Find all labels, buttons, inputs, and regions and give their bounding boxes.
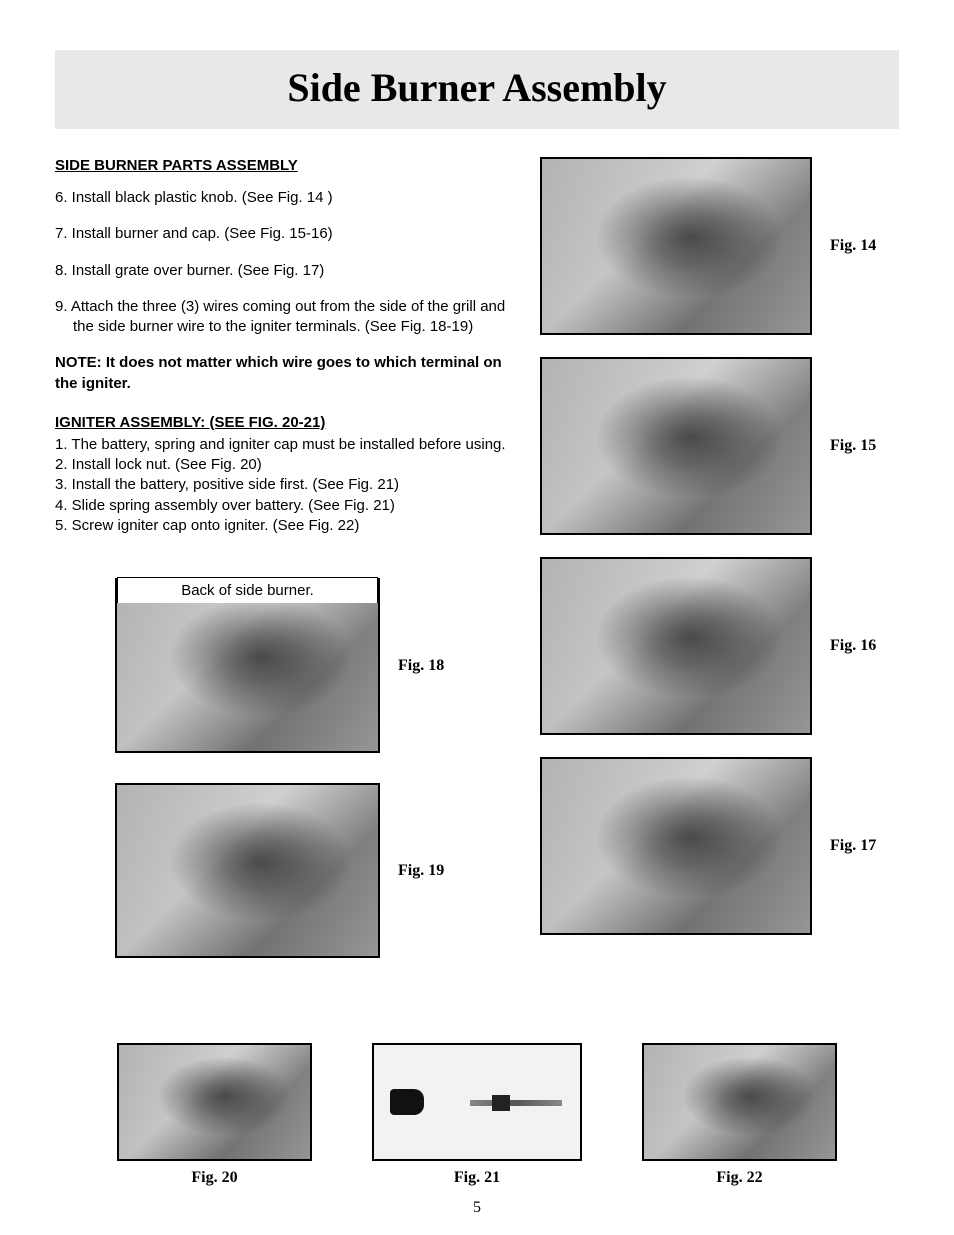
- figure-18-wrap: Back of side burner.: [115, 578, 380, 753]
- igniter-knurl-icon: [492, 1095, 510, 1111]
- igniter-rod-icon: [470, 1100, 562, 1106]
- step-7: 7. Install burner and cap. (See Fig. 15-…: [55, 224, 510, 244]
- figure-17-label: Fig. 17: [830, 837, 876, 855]
- igniter-step-4: 4. Slide spring assembly over battery. (…: [55, 496, 510, 516]
- figure-19-image: [115, 783, 380, 958]
- content-columns: SIDE BURNER PARTS ASSEMBLY 6. Install bl…: [55, 157, 899, 958]
- section-heading-igniter: IGNITER ASSEMBLY: (SEE FIG. 20-21): [55, 414, 510, 431]
- figure-14-row: Fig. 14: [540, 157, 899, 335]
- figure-17-image: [540, 757, 812, 935]
- figure-18-annotation: Back of side burner.: [117, 577, 378, 603]
- right-column: Fig. 14 Fig. 15 Fig. 16 Fig. 17: [540, 157, 899, 958]
- figure-22-image: [642, 1043, 837, 1161]
- note-text: NOTE: It does not matter which wire goes…: [55, 353, 510, 394]
- figure-18-row: Back of side burner. Fig. 18: [115, 578, 510, 753]
- left-figures: Back of side burner. Fig. 18 Fig. 19: [55, 578, 510, 958]
- figure-15-row: Fig. 15: [540, 357, 899, 535]
- figure-21-image: [372, 1043, 582, 1161]
- figure-19-row: Fig. 19: [115, 783, 510, 958]
- igniter-cap-icon: [390, 1089, 424, 1115]
- figure-18-image: [115, 578, 380, 753]
- figure-22: Fig. 22: [642, 1043, 837, 1187]
- figure-20-label: Fig. 20: [191, 1169, 237, 1187]
- figure-22-label: Fig. 22: [716, 1169, 762, 1187]
- igniter-step-2: 2. Install lock nut. (See Fig. 20): [55, 455, 510, 475]
- figure-16-label: Fig. 16: [830, 637, 876, 655]
- figure-15-image: [540, 357, 812, 535]
- bottom-figure-row: Fig. 20 Fig. 21 Fig. 22: [0, 1043, 954, 1187]
- figure-20: Fig. 20: [117, 1043, 312, 1187]
- figure-18-label: Fig. 18: [398, 657, 444, 675]
- step-8: 8. Install grate over burner. (See Fig. …: [55, 261, 510, 281]
- figure-17-row: Fig. 17: [540, 757, 899, 935]
- figure-20-image: [117, 1043, 312, 1161]
- figure-21-label: Fig. 21: [454, 1169, 500, 1187]
- step-9: 9. Attach the three (3) wires coming out…: [55, 297, 510, 338]
- figure-19-label: Fig. 19: [398, 862, 444, 880]
- document-page: Side Burner Assembly SIDE BURNER PARTS A…: [0, 0, 954, 958]
- title-bar: Side Burner Assembly: [55, 50, 899, 129]
- figure-21: Fig. 21: [372, 1043, 582, 1187]
- figure-15-label: Fig. 15: [830, 437, 876, 455]
- figure-14-label: Fig. 14: [830, 237, 876, 255]
- figure-14-image: [540, 157, 812, 335]
- igniter-step-1: 1. The battery, spring and igniter cap m…: [55, 435, 510, 455]
- page-number: 5: [0, 1199, 954, 1217]
- section-heading-parts: SIDE BURNER PARTS ASSEMBLY: [55, 157, 510, 174]
- igniter-step-5: 5. Screw igniter cap onto igniter. (See …: [55, 516, 510, 536]
- figure-16-image: [540, 557, 812, 735]
- left-column: SIDE BURNER PARTS ASSEMBLY 6. Install bl…: [55, 157, 510, 958]
- step-6: 6. Install black plastic knob. (See Fig.…: [55, 188, 510, 208]
- igniter-step-3: 3. Install the battery, positive side fi…: [55, 475, 510, 495]
- figure-16-row: Fig. 16: [540, 557, 899, 735]
- page-title: Side Burner Assembly: [55, 64, 899, 111]
